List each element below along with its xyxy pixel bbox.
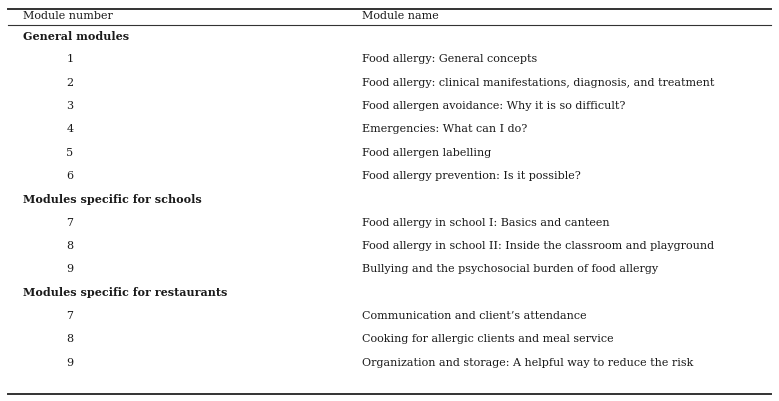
Text: Emergencies: What can I do?: Emergencies: What can I do? xyxy=(362,124,527,134)
Text: 7: 7 xyxy=(66,310,73,320)
Text: Module name: Module name xyxy=(362,11,439,21)
Text: Food allergy in school II: Inside the classroom and playground: Food allergy in school II: Inside the cl… xyxy=(362,241,714,250)
Text: Food allergen labelling: Food allergen labelling xyxy=(362,148,492,157)
Text: Food allergy: General concepts: Food allergy: General concepts xyxy=(362,55,538,64)
Text: Bullying and the psychosocial burden of food allergy: Bullying and the psychosocial burden of … xyxy=(362,264,658,273)
Text: General modules: General modules xyxy=(23,30,129,42)
Text: 8: 8 xyxy=(66,334,73,343)
Text: 6: 6 xyxy=(66,171,73,180)
Text: 7: 7 xyxy=(66,217,73,227)
Text: 5: 5 xyxy=(66,148,73,157)
Text: Food allergen avoidance: Why it is so difficult?: Food allergen avoidance: Why it is so di… xyxy=(362,101,626,111)
Text: Organization and storage: A helpful way to reduce the risk: Organization and storage: A helpful way … xyxy=(362,357,693,367)
Text: 2: 2 xyxy=(66,78,73,87)
Text: Module number: Module number xyxy=(23,11,113,21)
Text: 9: 9 xyxy=(66,357,73,367)
Text: Food allergy in school I: Basics and canteen: Food allergy in school I: Basics and can… xyxy=(362,217,610,227)
Text: Modules specific for restaurants: Modules specific for restaurants xyxy=(23,286,227,298)
Text: 8: 8 xyxy=(66,241,73,250)
Text: Food allergy prevention: Is it possible?: Food allergy prevention: Is it possible? xyxy=(362,171,581,180)
Text: Modules specific for schools: Modules specific for schools xyxy=(23,193,202,205)
Text: Cooking for allergic clients and meal service: Cooking for allergic clients and meal se… xyxy=(362,334,614,343)
Text: Communication and client’s attendance: Communication and client’s attendance xyxy=(362,310,587,320)
Text: 9: 9 xyxy=(66,264,73,273)
Text: 3: 3 xyxy=(66,101,73,111)
Text: 1: 1 xyxy=(66,55,73,64)
Text: 4: 4 xyxy=(66,124,73,134)
Text: Food allergy: clinical manifestations, diagnosis, and treatment: Food allergy: clinical manifestations, d… xyxy=(362,78,714,87)
